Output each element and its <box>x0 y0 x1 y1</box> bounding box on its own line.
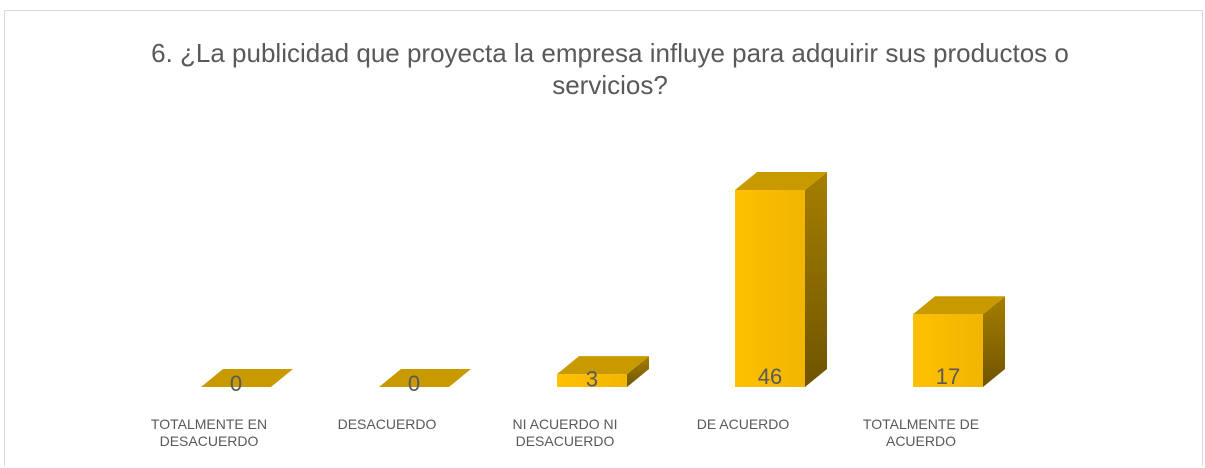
bar-top <box>913 296 1005 315</box>
x-tick-label: TOTALMENTE DE ACUERDO <box>862 416 980 449</box>
data-label: 17 <box>936 364 960 389</box>
x-tick-label: TOTALMENTE EN DESACUERDO <box>150 416 268 449</box>
bar-side <box>983 296 1005 387</box>
bar-front <box>735 190 805 387</box>
bar-front <box>557 374 627 387</box>
bar-side <box>627 356 649 387</box>
data-label: 0 <box>230 371 242 396</box>
x-tick-label: NI ACUERDO NI DESACUERDO <box>512 416 618 449</box>
bar-top <box>379 369 471 387</box>
chart-title: 6. ¿La publicidad que proyecta la empres… <box>151 38 1069 100</box>
bar-top <box>201 369 293 387</box>
data-label: 46 <box>758 364 782 389</box>
x-tick-label: DESACUERDO <box>337 416 437 432</box>
x-tick-label: DE ACUERDO <box>696 416 790 432</box>
bar-front <box>913 314 983 387</box>
chart-frame <box>4 10 1203 466</box>
data-label: 0 <box>408 371 420 396</box>
bar-side <box>805 172 827 387</box>
bar-top <box>735 172 827 190</box>
data-label: 3 <box>586 366 598 391</box>
bar-top <box>557 356 649 375</box>
